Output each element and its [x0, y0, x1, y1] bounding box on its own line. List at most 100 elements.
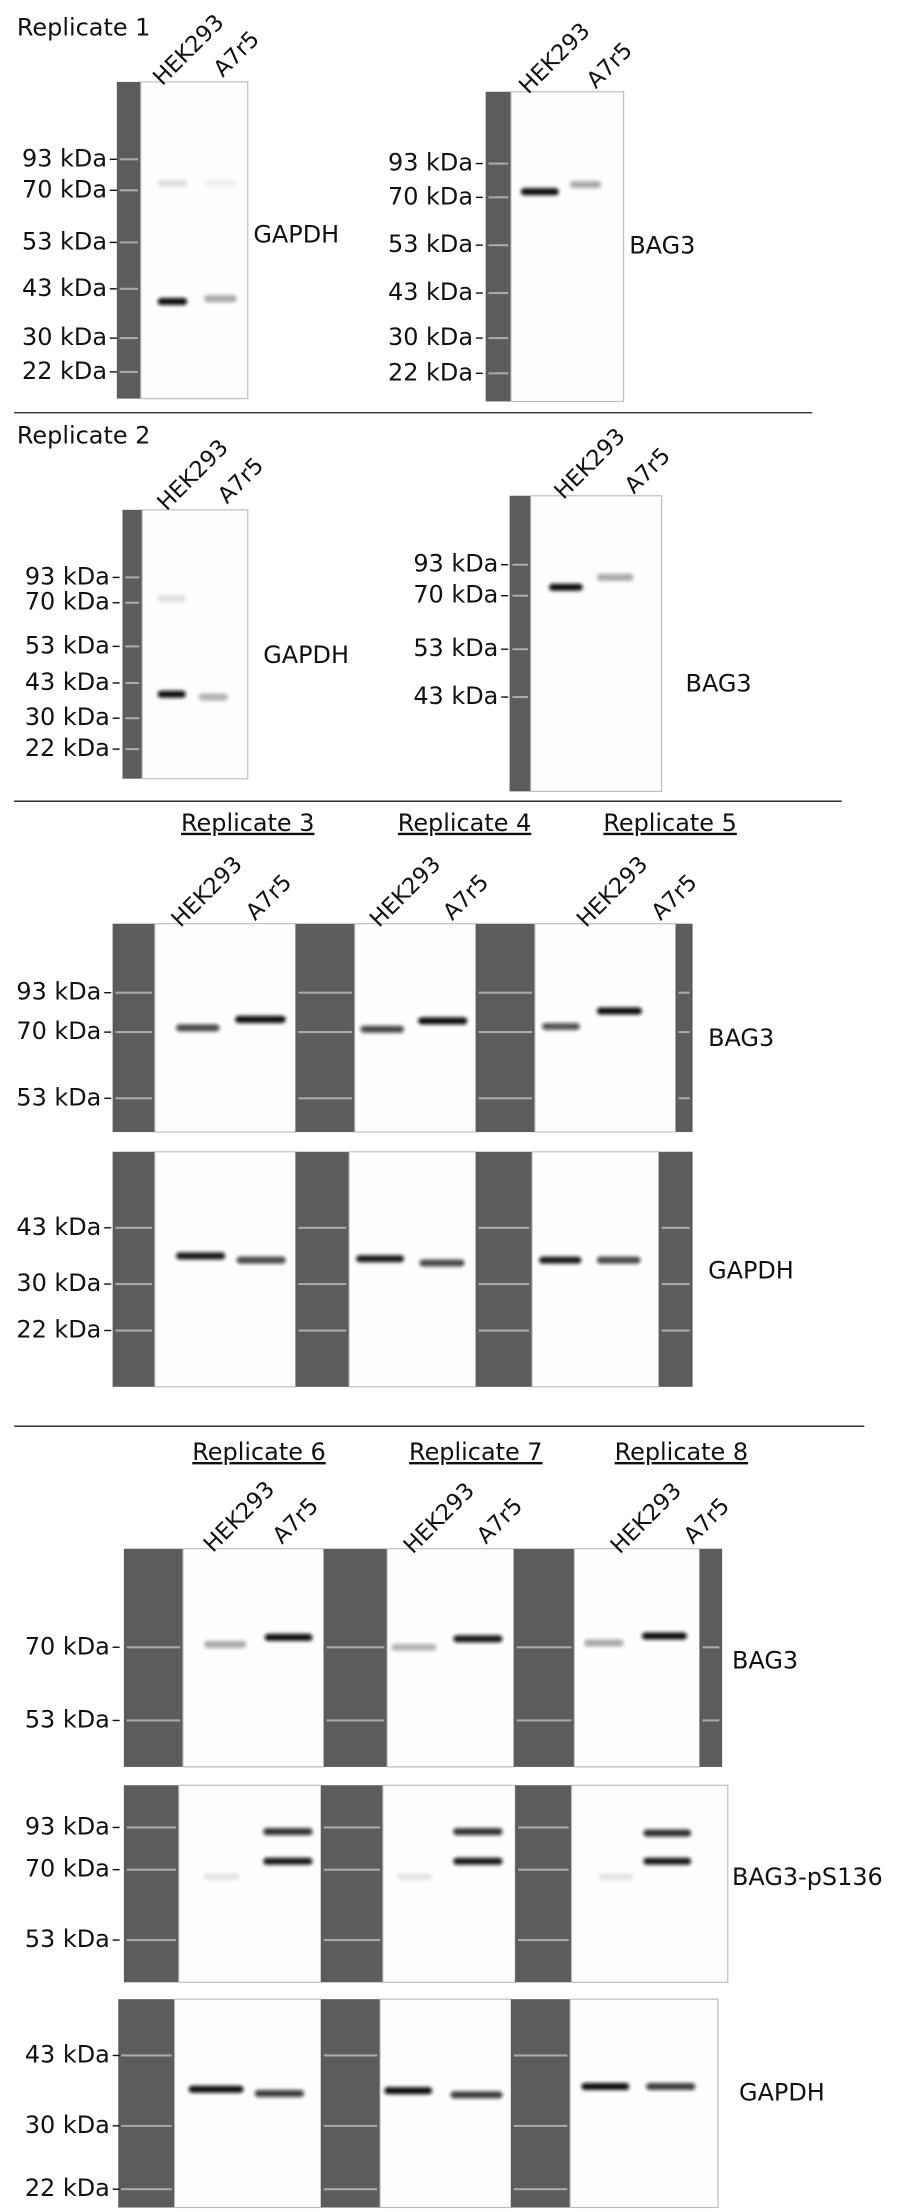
band	[204, 180, 236, 187]
marker-label: 70 kDa	[25, 1632, 110, 1660]
membrane	[380, 1999, 511, 2207]
band	[158, 691, 186, 698]
band	[643, 1858, 691, 1865]
marker-label: 53 kDa	[388, 230, 473, 258]
band	[236, 1257, 285, 1264]
marker-label: 70 kDa	[22, 175, 107, 203]
lane-label: A7r5	[679, 1493, 735, 1549]
ladder-strip	[296, 1152, 349, 1387]
ladder-strip	[510, 496, 531, 792]
marker-label: 22 kDa	[388, 358, 473, 386]
membrane	[349, 1152, 476, 1387]
page: { "sections": [ {"title": "Replicate 1",…	[0, 0, 915, 2212]
replicate-title: Replicate 1	[17, 13, 150, 41]
marker-label: 93 kDa	[25, 1812, 110, 1840]
target-label: GAPDH	[253, 220, 339, 248]
lane-label: A7r5	[438, 869, 494, 925]
marker-label: 43 kDa	[388, 278, 473, 306]
ladder-strip	[117, 82, 141, 399]
ladder-strip	[511, 1999, 570, 2207]
membrane	[574, 1549, 699, 1767]
ladder-strip	[476, 924, 535, 1132]
marker-label: 70 kDa	[413, 581, 498, 609]
ladder-strip	[118, 1999, 174, 2207]
target-label: BAG3	[629, 232, 695, 260]
ladder-strip	[113, 1152, 155, 1387]
lane-label: HEK293	[199, 1476, 280, 1557]
band	[549, 584, 583, 591]
marker-label: 70 kDa	[388, 182, 473, 210]
replicate-title: Replicate 4	[398, 809, 531, 837]
band	[419, 1259, 464, 1266]
marker-label: 70 kDa	[25, 588, 110, 616]
band	[597, 1007, 642, 1014]
marker-label: 30 kDa	[16, 1269, 101, 1297]
band	[265, 1634, 313, 1641]
membrane	[141, 82, 248, 399]
band	[158, 298, 188, 305]
lane-label: HEK293	[399, 1478, 480, 1559]
band	[198, 694, 228, 701]
marker-label: 43 kDa	[16, 1213, 101, 1241]
band	[453, 1858, 502, 1865]
replicate-title: Replicate 5	[603, 809, 736, 837]
band	[542, 1023, 580, 1030]
band	[397, 1873, 432, 1880]
band	[204, 295, 236, 302]
membrane	[387, 1549, 514, 1767]
marker-label: 30 kDa	[22, 323, 107, 351]
marker-label: 30 kDa	[25, 2111, 110, 2139]
band	[450, 2091, 502, 2098]
band	[597, 574, 634, 581]
membrane	[532, 1152, 659, 1387]
marker-label: 22 kDa	[22, 357, 107, 385]
target-label: BAG3	[708, 1024, 774, 1052]
band	[263, 1858, 312, 1865]
ladder-strip	[113, 924, 155, 1132]
marker-label: 53 kDa	[25, 631, 110, 659]
marker-label: 93 kDa	[25, 562, 110, 590]
lane-label: A7r5	[472, 1493, 528, 1549]
band	[356, 1255, 404, 1262]
lane-label: HEK293	[549, 423, 630, 504]
band	[263, 1828, 312, 1835]
band	[418, 1017, 467, 1024]
ladder-strip	[321, 1785, 383, 1982]
marker-label: 93 kDa	[388, 149, 473, 177]
band	[235, 1016, 286, 1023]
ladder-strip	[486, 92, 511, 402]
lane-label: A7r5	[620, 443, 676, 499]
marker-label: 93 kDa	[413, 550, 498, 578]
ladder-strip	[321, 1999, 380, 2207]
membrane	[570, 1999, 718, 2207]
band	[204, 1641, 246, 1648]
ladder-strip	[124, 1549, 183, 1767]
band	[360, 1026, 404, 1033]
ladder-strip	[296, 924, 355, 1132]
ladder-strip	[659, 1152, 693, 1387]
band	[255, 2090, 304, 2097]
band	[176, 1024, 220, 1031]
lane-label: HEK293	[166, 851, 247, 932]
marker-label: 70 kDa	[25, 1855, 110, 1883]
marker-label: 53 kDa	[16, 1083, 101, 1111]
target-label: BAG3	[686, 669, 752, 697]
band	[642, 1632, 687, 1639]
marker-label: 22 kDa	[25, 734, 110, 762]
target-label: GAPDH	[263, 641, 349, 669]
marker-label: 43 kDa	[25, 2040, 110, 2068]
lane-label: A7r5	[582, 37, 638, 93]
marker-label: 53 kDa	[413, 634, 498, 662]
replicate-title: Replicate 6	[192, 1438, 325, 1466]
marker-label: 70 kDa	[16, 1017, 101, 1045]
marker-label: 30 kDa	[388, 323, 473, 351]
membrane	[511, 92, 624, 402]
ladder-strip	[324, 1549, 387, 1767]
membrane	[383, 1785, 515, 1982]
band	[597, 1257, 641, 1264]
band	[646, 2083, 695, 2090]
marker-label: 43 kDa	[25, 668, 110, 696]
ladder-strip	[476, 1152, 532, 1387]
marker-label: 22 kDa	[16, 1316, 101, 1344]
membrane	[155, 1152, 296, 1387]
